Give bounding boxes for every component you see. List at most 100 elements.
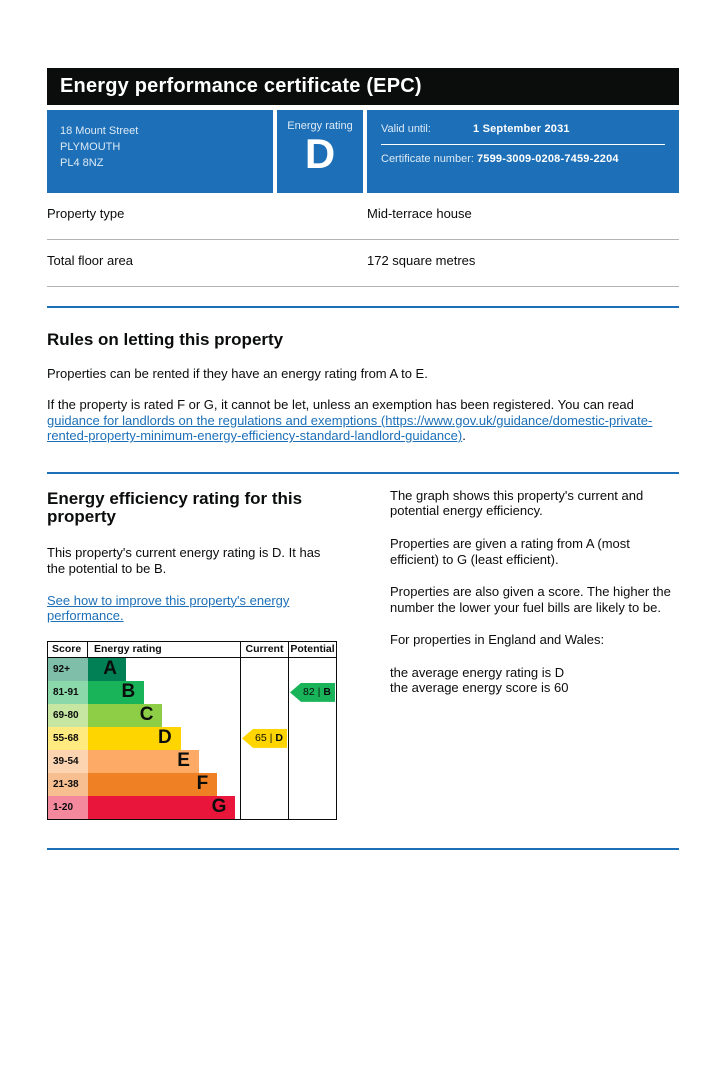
fact-label: Total floor area (47, 253, 133, 268)
chart-band-row-e: 39-54 E (48, 749, 336, 773)
rules-paragraph-2-suffix: . (462, 428, 466, 444)
band-bar: A (88, 657, 126, 681)
chart-column-score: Score (48, 641, 88, 657)
explanation-paragraph: For properties in England and Wales: (390, 632, 605, 648)
chart-band-row-c: 69-80 C (48, 703, 336, 727)
marker-band: D (275, 732, 283, 745)
chart-band-row-b: 81-91 B 82 | B (48, 680, 336, 704)
potential-rating-cell (288, 772, 336, 796)
explanation-paragraph: Properties are given a rating from A (mo… (390, 535, 630, 567)
marker-separator: | (269, 732, 273, 744)
energy-rating-value: D (304, 130, 336, 177)
chart-band-row-g: 1-20 G (48, 795, 336, 819)
band-bar: F (88, 772, 218, 796)
fact-value: Mid-terrace house (367, 206, 472, 221)
marker-score: 65 (255, 732, 267, 745)
current-rating-cell (240, 772, 288, 796)
marker-score: 82 (303, 686, 315, 699)
band-bar-track: F (88, 772, 240, 796)
valid-until-row: Valid until: 1 September 2031 (381, 123, 665, 135)
rating-marker-arrow: 65 | D (242, 728, 287, 748)
rating-section-heading: Energy efficiency rating for this proper… (47, 488, 303, 527)
fact-row: Total floor area 172 square metres (47, 240, 679, 287)
property-address: 18 Mount Street PLYMOUTH PL4 8NZ (47, 110, 273, 193)
current-rating-cell (240, 749, 288, 773)
band-score-range: 69-80 (48, 703, 88, 727)
chart-band-row-a: 92+ A (48, 657, 336, 681)
current-rating-cell: 65 | D (240, 726, 288, 750)
chart-band-row-f: 21-38 F (48, 772, 336, 796)
band-score-range: 92+ (48, 657, 88, 681)
rating-summary-text: This property's current energy rating is… (47, 545, 321, 577)
chart-header-row: Score Energy rating Current Potential (48, 641, 336, 658)
certificate-document: Energy performance certificate (EPC) 18 … (47, 68, 679, 850)
fact-label: Property type (47, 206, 125, 221)
band-bar: B (88, 680, 145, 704)
band-score-range: 81-91 (48, 680, 88, 704)
rules-paragraph-1: Properties can be rented if they have an… (47, 366, 428, 382)
current-rating-cell (240, 657, 288, 681)
certificate-number-label: Certificate number: (381, 153, 474, 165)
rating-section-left-column: Energy efficiency rating for this proper… (47, 488, 337, 820)
average-line: the average energy score is 60 (390, 680, 569, 696)
validity-box: Valid until: 1 September 2031 Certificat… (367, 110, 679, 193)
potential-rating-cell (288, 657, 336, 681)
energy-rating-chart: Score Energy rating Current Potential 92+ A 81… (47, 640, 337, 820)
marker-separator: | (317, 686, 321, 698)
explanation-paragraph: Properties are also given a score. The h… (390, 584, 671, 615)
band-bar: E (88, 749, 199, 773)
chart-band-row-d: 55-68 D 65 | D (48, 726, 336, 750)
band-bar-track: G (88, 795, 240, 819)
rules-heading: Rules on letting this property (47, 330, 284, 349)
chart-column-potential: Potential (288, 641, 336, 657)
rules-paragraph-2-text: If the property is rated F or G, it cann… (47, 396, 634, 412)
band-bar-track: A (88, 657, 240, 681)
rules-paragraph-2: If the property is rated F or G, it cann… (47, 397, 667, 444)
chart-column-current: Current (240, 641, 288, 657)
band-score-range: 55-68 (48, 726, 88, 750)
page-title-banner: Energy performance certificate (EPC) (47, 68, 679, 105)
fact-value: 172 square metres (367, 253, 476, 268)
band-bar: D (88, 726, 181, 750)
band-bar: G (88, 795, 236, 819)
marker-band: B (323, 686, 331, 699)
chart-column-energy-rating: Energy rating (94, 642, 162, 655)
average-line: the average energy rating is D (390, 664, 565, 680)
band-bar-track: C (88, 703, 240, 727)
section-divider (47, 306, 679, 308)
band-score-range: 1-20 (48, 795, 88, 819)
band-bar-track: D (88, 726, 240, 750)
energy-rating-label: Energy rating (287, 120, 353, 132)
band-score-range: 39-54 (48, 749, 88, 773)
band-bar-track: E (88, 749, 240, 773)
valid-until-label: Valid until: (381, 123, 431, 135)
band-bar-track: B (88, 680, 240, 704)
current-rating-cell (240, 680, 288, 704)
rating-marker-arrow: 82 | B (290, 682, 335, 702)
potential-rating-cell (288, 703, 336, 727)
certificate-number-row: Certificate number: 7599-3009-0208-7459-2… (381, 153, 665, 165)
validity-divider (381, 144, 665, 145)
explanation-paragraph: The graph shows this property's current … (390, 487, 644, 519)
address-line: 18 Mount Street (60, 125, 139, 137)
improve-link-paragraph: See how to improve this property's energ… (47, 593, 337, 624)
fact-row: Property type Mid-terrace house (47, 193, 679, 240)
page-title: Energy performance certificate (EPC) (60, 75, 422, 97)
rating-section: Energy efficiency rating for this proper… (47, 488, 679, 820)
address-line: PLYMOUTH (60, 140, 121, 153)
energy-rating-box: Energy rating D (277, 110, 363, 193)
certificate-number: 7599-3009-0208-7459-2204 (476, 153, 619, 165)
band-bar: C (88, 703, 163, 727)
improve-performance-link[interactable]: See how to improve this property's energ… (47, 592, 290, 624)
band-score-range: 21-38 (48, 772, 88, 796)
section-divider (47, 847, 679, 850)
valid-until-date: 1 September 2031 (473, 123, 570, 135)
potential-rating-cell (288, 795, 336, 819)
current-rating-cell (240, 703, 288, 727)
potential-rating-cell: 82 | B (288, 680, 336, 704)
chart-explanation: The graph shows this property's current … (390, 488, 679, 820)
current-rating-cell (240, 795, 288, 819)
landlord-guidance-link[interactable]: guidance for landlords on the regulation… (47, 412, 653, 444)
potential-rating-cell (288, 749, 336, 773)
